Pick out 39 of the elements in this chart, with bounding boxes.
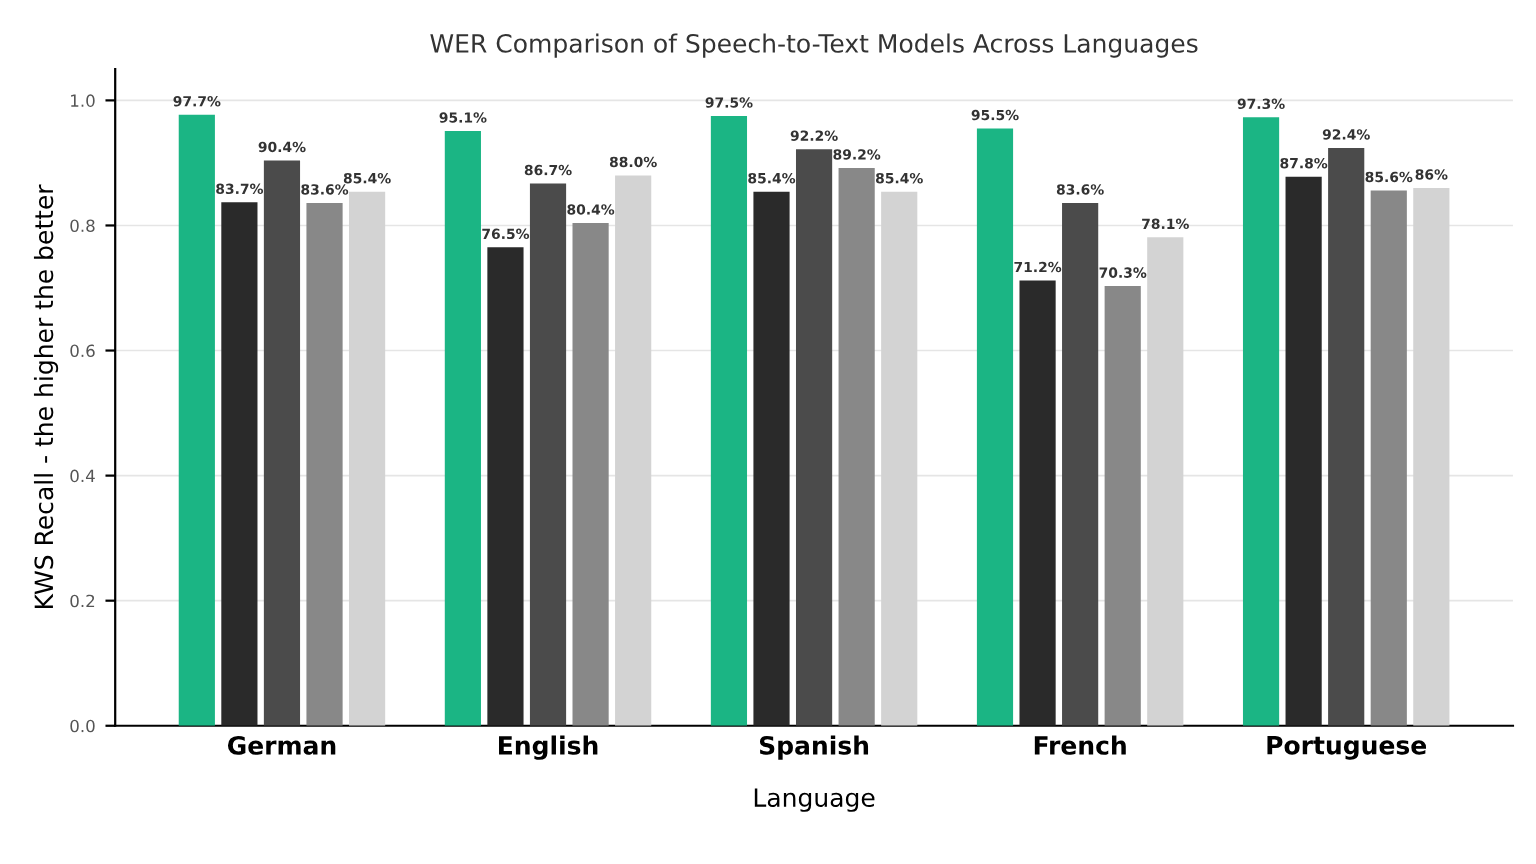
x-tick-label: Portuguese <box>1267 736 1427 760</box>
x-tick-label: English <box>499 735 598 760</box>
y-tick-label: 0.4 <box>70 469 95 483</box>
bar <box>572 222 609 726</box>
bar <box>1062 202 1099 726</box>
bar <box>1413 187 1450 726</box>
bar <box>221 202 258 726</box>
chart-title: WER Comparison of Speech-to-Text Models Across Languages <box>430 33 1198 58</box>
bar <box>487 247 524 726</box>
bar <box>529 183 567 726</box>
bar <box>1104 286 1141 726</box>
y-tick-label: 0.2 <box>70 594 95 608</box>
y-tick-label: 1.0 <box>71 94 95 107</box>
bar <box>1242 117 1280 726</box>
bar <box>976 128 1014 726</box>
bar <box>795 149 833 726</box>
x-tick-label: Spanish <box>759 735 869 760</box>
y-tick-label: 0.0 <box>70 719 95 733</box>
bar <box>1370 190 1407 726</box>
x-axis-title: Language <box>754 788 875 812</box>
x-tick-label: French <box>1034 735 1126 755</box>
bar <box>881 191 918 726</box>
bar <box>349 191 386 726</box>
bar <box>710 116 748 726</box>
bar <box>1019 280 1056 726</box>
bar <box>444 131 481 726</box>
bar <box>306 202 343 726</box>
bar <box>178 114 215 726</box>
bar <box>1328 147 1365 726</box>
y-axis-title: KWS Recall - the higher the better <box>33 184 59 609</box>
y-tick-label: 0.6 <box>70 344 95 358</box>
bar <box>838 167 875 726</box>
bar <box>263 160 301 726</box>
bar <box>1285 176 1322 726</box>
bar <box>1147 237 1184 726</box>
bar <box>615 175 652 726</box>
x-tick-label: German <box>227 735 336 755</box>
y-tick-label: 0.8 <box>70 219 95 233</box>
bar <box>753 191 790 726</box>
